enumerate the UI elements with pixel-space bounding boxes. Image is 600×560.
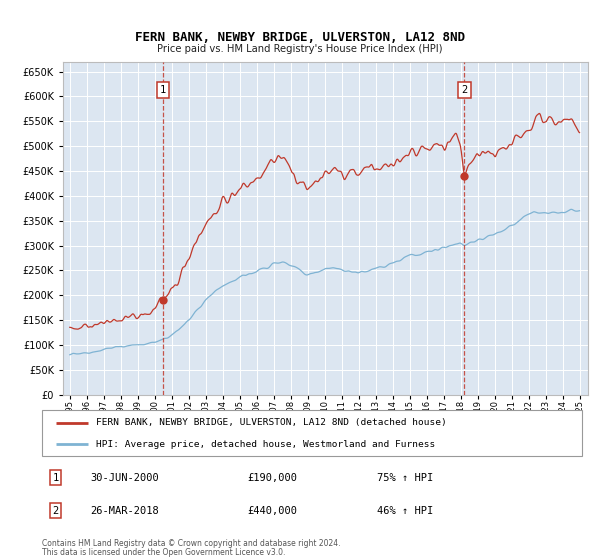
Text: Contains HM Land Registry data © Crown copyright and database right 2024.: Contains HM Land Registry data © Crown c…	[42, 539, 341, 548]
Text: Price paid vs. HM Land Registry's House Price Index (HPI): Price paid vs. HM Land Registry's House …	[157, 44, 443, 54]
Text: 30-JUN-2000: 30-JUN-2000	[91, 473, 160, 483]
Text: This data is licensed under the Open Government Licence v3.0.: This data is licensed under the Open Gov…	[42, 548, 286, 557]
Text: HPI: Average price, detached house, Westmorland and Furness: HPI: Average price, detached house, West…	[96, 440, 435, 449]
Text: FERN BANK, NEWBY BRIDGE, ULVERSTON, LA12 8ND: FERN BANK, NEWBY BRIDGE, ULVERSTON, LA12…	[135, 31, 465, 44]
Text: FERN BANK, NEWBY BRIDGE, ULVERSTON, LA12 8ND (detached house): FERN BANK, NEWBY BRIDGE, ULVERSTON, LA12…	[96, 418, 447, 427]
Text: 75% ↑ HPI: 75% ↑ HPI	[377, 473, 433, 483]
Text: 46% ↑ HPI: 46% ↑ HPI	[377, 506, 433, 516]
Text: 2: 2	[461, 85, 467, 95]
Text: £190,000: £190,000	[247, 473, 297, 483]
Text: 26-MAR-2018: 26-MAR-2018	[91, 506, 160, 516]
Text: £440,000: £440,000	[247, 506, 297, 516]
Text: 1: 1	[52, 473, 59, 483]
FancyBboxPatch shape	[42, 410, 582, 456]
Text: 2: 2	[52, 506, 59, 516]
Text: 1: 1	[160, 85, 166, 95]
